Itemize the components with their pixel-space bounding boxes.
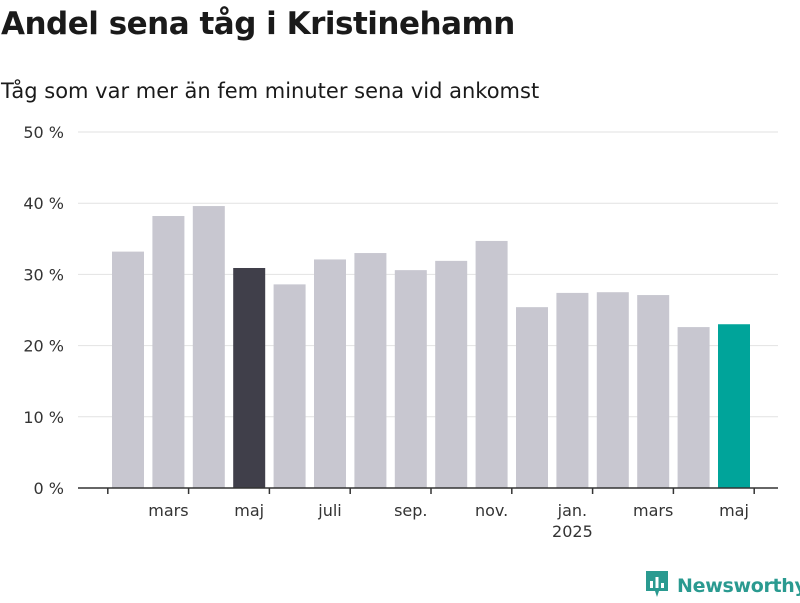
bar [718,324,750,488]
bar [314,259,346,488]
chart-title: Andel sena tåg i Kristinehamn [1,6,515,42]
bar [637,295,670,488]
bar [435,260,468,488]
newsworthy-logo-icon [644,569,670,603]
bar [273,284,306,488]
bar [192,206,225,488]
brand-logo: Newsworthy [644,569,800,603]
x-tick-label: sep. [394,501,427,520]
x-tick-label: nov. [475,501,508,520]
x-tick-label: jan. [557,501,587,520]
y-tick-label: 10 % [23,408,64,427]
chart-subtitle: Tåg som var mer än fem minuter sena vid … [1,79,540,103]
bar [152,216,185,489]
bar [516,307,548,488]
y-tick-label: 30 % [23,265,64,284]
x-tick-sublabel: 2025 [552,522,593,541]
bar [677,327,710,488]
bar [475,240,508,488]
y-tick-label: 40 % [23,194,64,213]
y-tick-label: 0 % [34,479,64,498]
x-tick-label: mars [148,501,188,520]
x-tick-label: juli [317,501,341,520]
bar [354,253,387,488]
x-tick-label: maj [719,501,749,520]
bar [233,267,266,488]
bar [596,292,629,488]
bar [556,292,589,488]
x-tick-label: mars [633,501,673,520]
y-tick-label: 20 % [23,337,64,356]
x-tick-label: maj [234,501,264,520]
brand-name: Newsworthy [677,575,800,597]
bar [394,270,427,488]
y-tick-label: 50 % [23,123,64,142]
bar [112,251,144,488]
